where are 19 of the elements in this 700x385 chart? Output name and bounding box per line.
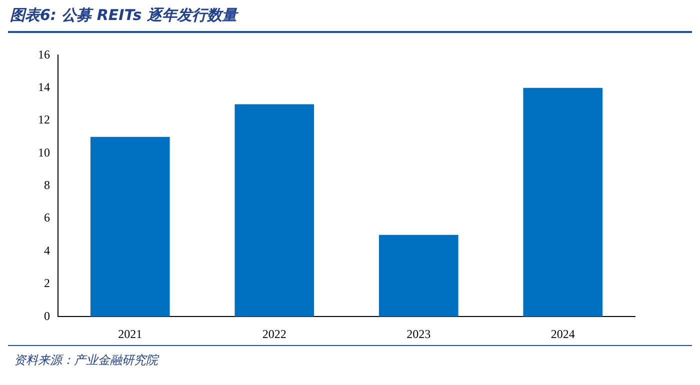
bar xyxy=(378,234,458,317)
y-tick-label: 16 xyxy=(38,47,50,62)
y-tick-label: 12 xyxy=(38,112,50,127)
x-tick-label: 2021 xyxy=(118,326,142,341)
y-tick-label: 4 xyxy=(44,243,50,258)
bar xyxy=(234,104,314,317)
y-tick-label: 14 xyxy=(38,80,50,94)
y-tick-label: 6 xyxy=(44,210,50,225)
y-tick-label: 10 xyxy=(38,145,50,160)
y-tick-label: 0 xyxy=(44,308,50,323)
bar xyxy=(90,136,170,317)
chart-title: 图表6: 公募 REITs 逐年发行数量 xyxy=(10,6,237,25)
x-tick-label: 2024 xyxy=(550,326,575,341)
y-tick-label: 2 xyxy=(44,276,50,290)
y-tick-label: 8 xyxy=(44,178,50,192)
bar xyxy=(523,88,603,317)
x-tick-label: 2022 xyxy=(262,326,286,341)
x-tick-label: 2023 xyxy=(406,326,431,341)
text: 资料来源：产业金融研究院 xyxy=(14,352,158,369)
